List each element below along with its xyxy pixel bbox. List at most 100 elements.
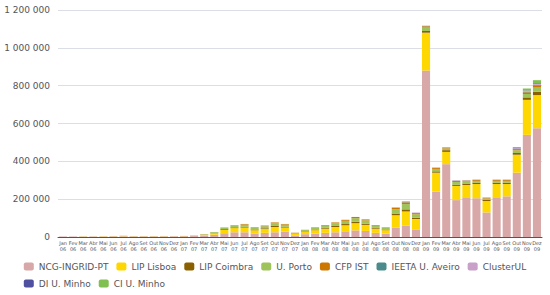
svg-text:Set: Set (139, 240, 148, 246)
svg-text:DI U. Minho: DI U. Minho (39, 279, 91, 289)
svg-text:400 000: 400 000 (13, 156, 50, 166)
svg-text:U. Porto: U. Porto (276, 262, 312, 272)
svg-text:Jun: Jun (230, 240, 239, 246)
svg-text:07: 07 (211, 246, 217, 252)
svg-text:09: 09 (423, 246, 429, 252)
svg-text:LIP Lisboa: LIP Lisboa (131, 262, 176, 272)
svg-text:Nov: Nov (159, 240, 169, 246)
svg-text:Dez: Dez (169, 240, 179, 246)
svg-text:08: 08 (393, 246, 399, 252)
svg-text:Fev: Fev (189, 240, 199, 246)
svg-text:Mar: Mar (78, 240, 88, 246)
svg-text:Mar: Mar (199, 240, 209, 246)
svg-text:07: 07 (231, 246, 237, 252)
svg-text:09: 09 (463, 246, 469, 252)
svg-text:09: 09 (433, 246, 439, 252)
svg-text:Jun: Jun (109, 240, 118, 246)
svg-text:0: 0 (44, 232, 50, 242)
svg-text:06: 06 (100, 246, 106, 252)
svg-text:09: 09 (473, 246, 479, 252)
svg-text:09: 09 (453, 246, 459, 252)
svg-text:08: 08 (312, 246, 318, 252)
svg-text:08: 08 (383, 246, 389, 252)
svg-text:Mai: Mai (220, 240, 229, 246)
svg-text:07: 07 (282, 246, 288, 252)
svg-text:08: 08 (332, 246, 338, 252)
svg-text:08: 08 (372, 246, 378, 252)
svg-text:06: 06 (141, 246, 147, 252)
svg-text:Ago: Ago (370, 240, 381, 246)
svg-text:09: 09 (534, 246, 540, 252)
svg-text:06: 06 (60, 246, 66, 252)
svg-text:07: 07 (181, 246, 187, 252)
svg-text:1 000 000: 1 000 000 (4, 43, 50, 53)
svg-text:LIP Coimbra: LIP Coimbra (199, 262, 253, 272)
svg-text:07: 07 (201, 246, 207, 252)
svg-text:07: 07 (251, 246, 257, 252)
svg-text:06: 06 (161, 246, 167, 252)
svg-text:09: 09 (443, 246, 449, 252)
svg-text:Nov: Nov (401, 240, 411, 246)
svg-text:IEETA U. Aveiro: IEETA U. Aveiro (392, 262, 461, 272)
svg-text:800 000: 800 000 (13, 81, 50, 91)
svg-text:08: 08 (322, 246, 328, 252)
svg-text:Ago: Ago (128, 240, 139, 246)
svg-text:06: 06 (151, 246, 157, 252)
svg-text:Out: Out (391, 240, 401, 246)
svg-text:06: 06 (171, 246, 177, 252)
svg-text:Jan: Jan (301, 240, 309, 246)
svg-text:ClusterUL: ClusterUL (483, 262, 527, 272)
svg-text:08: 08 (403, 246, 409, 252)
svg-text:CI U. Minho: CI U. Minho (114, 279, 166, 289)
svg-text:Mai: Mai (341, 240, 350, 246)
svg-text:Jan: Jan (180, 240, 188, 246)
svg-text:07: 07 (191, 246, 197, 252)
svg-text:Jun: Jun (351, 240, 360, 246)
svg-text:Jul: Jul (241, 240, 248, 246)
svg-text:1 200 000: 1 200 000 (4, 5, 50, 15)
svg-text:06: 06 (120, 246, 126, 252)
svg-text:08: 08 (352, 246, 358, 252)
svg-text:Fev: Fev (310, 240, 320, 246)
svg-text:09: 09 (483, 246, 489, 252)
svg-text:Nov: Nov (280, 240, 290, 246)
svg-text:06: 06 (130, 246, 136, 252)
svg-text:07: 07 (221, 246, 227, 252)
svg-text:600 000: 600 000 (13, 119, 50, 129)
svg-text:Out: Out (149, 240, 159, 246)
svg-text:200 000: 200 000 (13, 194, 50, 204)
svg-text:07: 07 (262, 246, 268, 252)
svg-text:06: 06 (110, 246, 116, 252)
svg-text:07: 07 (241, 246, 247, 252)
svg-text:08: 08 (413, 246, 419, 252)
svg-text:NCG-INGRID-PT: NCG-INGRID-PT (39, 262, 109, 272)
svg-text:Abr: Abr (210, 240, 219, 246)
svg-text:Mar: Mar (320, 240, 330, 246)
svg-text:06: 06 (90, 246, 96, 252)
svg-text:Dez: Dez (290, 240, 300, 246)
svg-text:Out: Out (270, 240, 280, 246)
svg-text:06: 06 (70, 246, 76, 252)
svg-text:08: 08 (362, 246, 368, 252)
svg-text:09: 09 (504, 246, 510, 252)
svg-text:Jan: Jan (59, 240, 67, 246)
svg-text:Jul: Jul (362, 240, 369, 246)
svg-text:09: 09 (514, 246, 520, 252)
svg-text:09: 09 (493, 246, 499, 252)
svg-text:Ago: Ago (249, 240, 260, 246)
svg-text:09: 09 (524, 246, 530, 252)
svg-text:Fev: Fev (68, 240, 78, 246)
svg-text:07: 07 (272, 246, 278, 252)
svg-text:Set: Set (381, 240, 390, 246)
svg-text:CFP IST: CFP IST (335, 262, 369, 272)
svg-text:Mai: Mai (99, 240, 108, 246)
svg-text:Dez: Dez (411, 240, 421, 246)
svg-text:07: 07 (292, 246, 298, 252)
svg-text:08: 08 (342, 246, 348, 252)
svg-text:08: 08 (302, 246, 308, 252)
svg-text:06: 06 (80, 246, 86, 252)
svg-text:Abr: Abr (331, 240, 340, 246)
svg-text:Abr: Abr (89, 240, 98, 246)
svg-text:Jul: Jul (120, 240, 127, 246)
svg-text:Set: Set (260, 240, 269, 246)
